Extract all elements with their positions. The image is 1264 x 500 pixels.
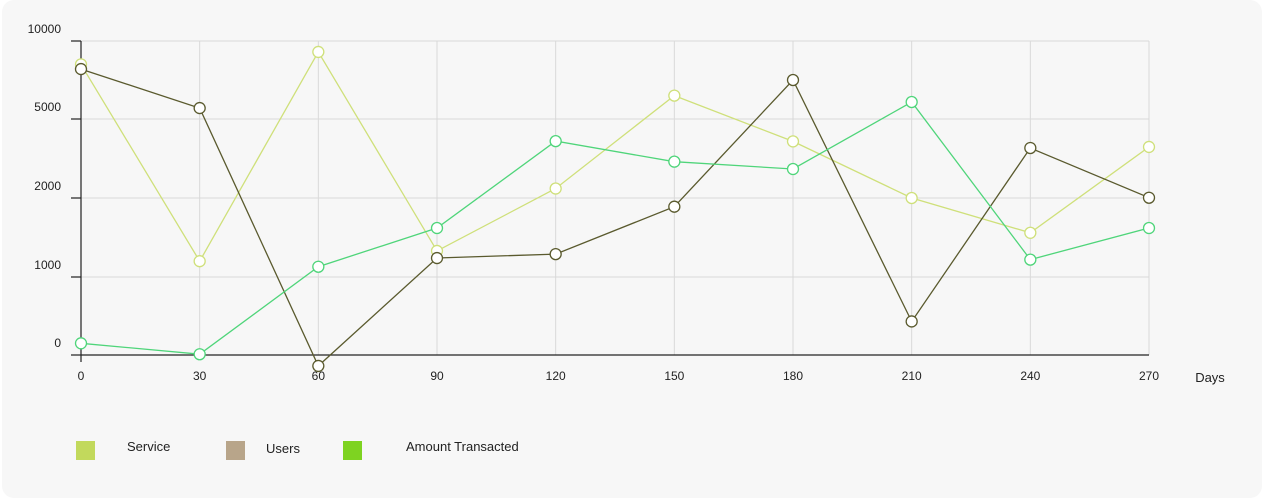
y-tick-label: 5000 [34,100,61,114]
data-point-amount-transacted [668,155,681,168]
x-tick-label: 210 [902,369,922,383]
data-point-amount-transacted [905,95,918,109]
data-point-users [786,73,800,87]
x-tick-label: 0 [78,369,85,383]
data-point-service [905,191,918,205]
x-tick-label: 60 [312,369,326,383]
series-line-users [80,68,1150,367]
data-point-users [430,251,444,265]
series-line-amount-transacted [80,101,1150,355]
axes: 0 1000 2000 5000 10000 0 30 60 90 120 150 180 210 240… [28,22,1160,383]
data-point-users [312,359,325,373]
data-point-service [549,182,562,195]
data-point-users [74,62,88,76]
data-point-amount-transacted [312,260,325,273]
data-point-service [312,45,325,59]
data-point-amount-transacted [1142,221,1156,235]
data-point-users [1142,191,1156,204]
x-tick-label: 180 [783,369,803,383]
x-tick-label: 30 [193,369,207,383]
y-tick-label: 10000 [28,22,62,36]
data-point-users [1024,141,1037,155]
series-layer [74,45,1156,373]
data-point-service [1024,226,1037,239]
data-point-service [1142,140,1156,154]
series-line-service [80,50,1150,263]
data-point-users [549,247,562,261]
x-tick-label: 90 [430,369,444,383]
data-point-service [193,255,206,268]
data-point-amount-transacted [430,221,444,235]
y-tick-label: 2000 [34,179,61,193]
x-tick-label: 120 [546,369,566,383]
data-point-amount-transacted [1024,253,1037,266]
data-point-users [193,101,206,115]
y-tick-label: 1000 [34,258,61,272]
data-point-service [668,89,681,102]
data-point-service [786,135,800,148]
data-point-amount-transacted [74,337,88,350]
data-point-amount-transacted [786,162,800,176]
x-tick-label: 240 [1020,369,1040,383]
x-axis-label: Days [1195,370,1225,385]
x-tick-label: 270 [1139,369,1159,383]
y-tick-label: 0 [54,336,61,350]
data-point-users [668,200,681,213]
data-point-amount-transacted [549,134,562,148]
x-tick-label: 150 [664,369,684,383]
data-point-users [905,315,918,328]
data-point-amount-transacted [193,348,206,361]
